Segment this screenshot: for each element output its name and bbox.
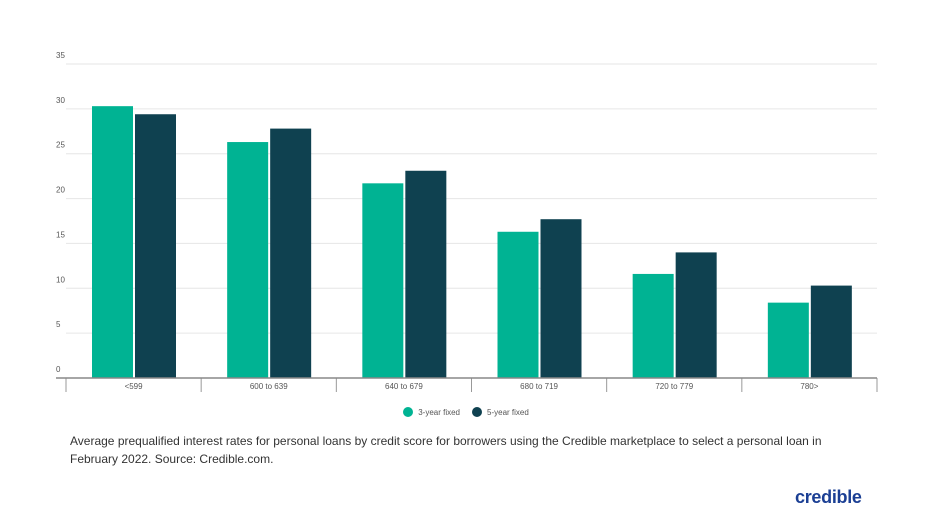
bar-5-year xyxy=(810,285,852,378)
y-tick-label: 15 xyxy=(56,230,65,239)
x-tick-label: <599 xyxy=(125,382,144,391)
legend-label-5-year: 5-year fixed xyxy=(487,407,529,417)
bar-3-year xyxy=(632,273,674,378)
bar-3-year xyxy=(92,106,133,378)
bar-5-year xyxy=(675,252,717,378)
x-tick-label: 780> xyxy=(800,382,818,391)
y-tick-label: 25 xyxy=(56,141,65,150)
y-tick-label: 0 xyxy=(56,365,61,374)
y-tick-label: 20 xyxy=(56,186,65,195)
x-tick-label: 600 to 639 xyxy=(250,382,288,391)
bar-5-year xyxy=(270,128,312,378)
bar-5-year xyxy=(135,114,176,379)
credible-logo: credible xyxy=(795,487,862,507)
bar-chart: 0 5 10 15 20 25 30 35 <599 600 to 639 640 to 679 68… xyxy=(56,51,878,392)
chart-caption: Average prequalified interest rates for … xyxy=(70,434,822,466)
bar-3-year xyxy=(227,142,269,378)
y-tick-label: 10 xyxy=(56,275,65,284)
y-tick-label: 35 xyxy=(56,51,65,60)
bar-3-year xyxy=(362,183,404,378)
y-tick-label: 5 xyxy=(56,320,61,329)
legend-item-5-year: 5-year fixed xyxy=(472,407,529,417)
legend-swatch-3-year xyxy=(403,407,414,417)
x-tick-label: 680 to 719 xyxy=(520,382,558,391)
bar-5-year xyxy=(405,170,447,378)
legend-item-3-year: 3-year fixed xyxy=(403,407,460,417)
bar-3-year xyxy=(767,302,809,378)
bar-5-year xyxy=(540,219,582,378)
bar-3-year xyxy=(497,231,539,378)
legend-swatch-5-year xyxy=(472,407,482,417)
legend-label-3-year: 3-year fixed xyxy=(418,407,460,417)
x-tick-label: 720 to 779 xyxy=(655,382,693,391)
legend: 3-year fixed 5-year fixed xyxy=(0,407,932,417)
y-tick-label: 30 xyxy=(56,96,65,105)
x-tick-label: 640 to 679 xyxy=(385,382,423,391)
